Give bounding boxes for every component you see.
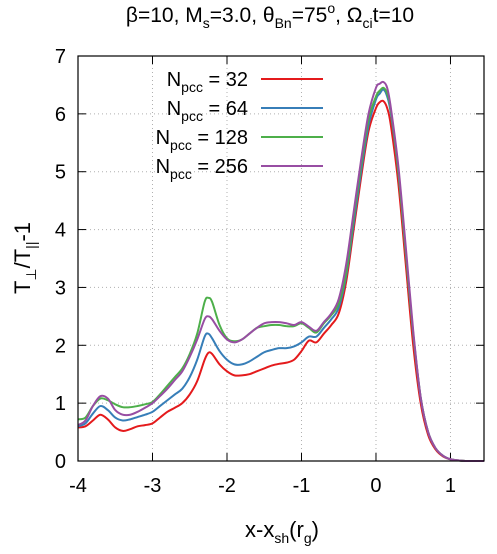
y-tick-label: 4: [55, 220, 66, 242]
y-axis-label: T⊥/T||-1: [10, 222, 39, 294]
legend-label: Npcc = 128: [156, 127, 248, 153]
series-line-32: [77, 99, 484, 463]
series-line-256: [77, 80, 484, 463]
legend-label: Npcc = 256: [156, 156, 248, 182]
x-tick-label: 0: [370, 475, 381, 497]
y-tick-label: 5: [55, 162, 66, 184]
x-tick-label: -2: [218, 475, 236, 497]
grid-lines: [77, 55, 484, 462]
x-axis-label: x-xsh(rg): [245, 517, 319, 546]
chart-title: β=10, Ms=3.0, θBn=75o, Ωcit=10: [126, 0, 414, 31]
y-tick-label: 1: [55, 393, 66, 415]
tick-labels: -4 -3 -2 -1 0 1 0 1 2 3 4 5 6 7: [55, 46, 456, 497]
legend: Npcc = 32 Npcc = 64 Npcc = 128 Npcc = 256: [156, 69, 323, 182]
x-tick-label: -1: [293, 475, 311, 497]
y-tick-label: 0: [55, 451, 66, 473]
y-tick-label: 2: [55, 335, 66, 357]
series-lines: [77, 80, 484, 463]
axis-ticks: [77, 55, 484, 462]
y-tick-label: 7: [55, 46, 66, 68]
y-tick-label: 6: [55, 104, 66, 126]
x-tick-label: -3: [144, 475, 162, 497]
legend-label: Npcc = 32: [167, 69, 248, 95]
y-tick-label: 3: [55, 277, 66, 299]
series-line-128: [77, 86, 484, 463]
x-tick-label: 1: [445, 475, 456, 497]
x-tick-label: -4: [69, 475, 87, 497]
legend-label: Npcc = 64: [167, 98, 248, 124]
plot-frame: [77, 55, 485, 462]
